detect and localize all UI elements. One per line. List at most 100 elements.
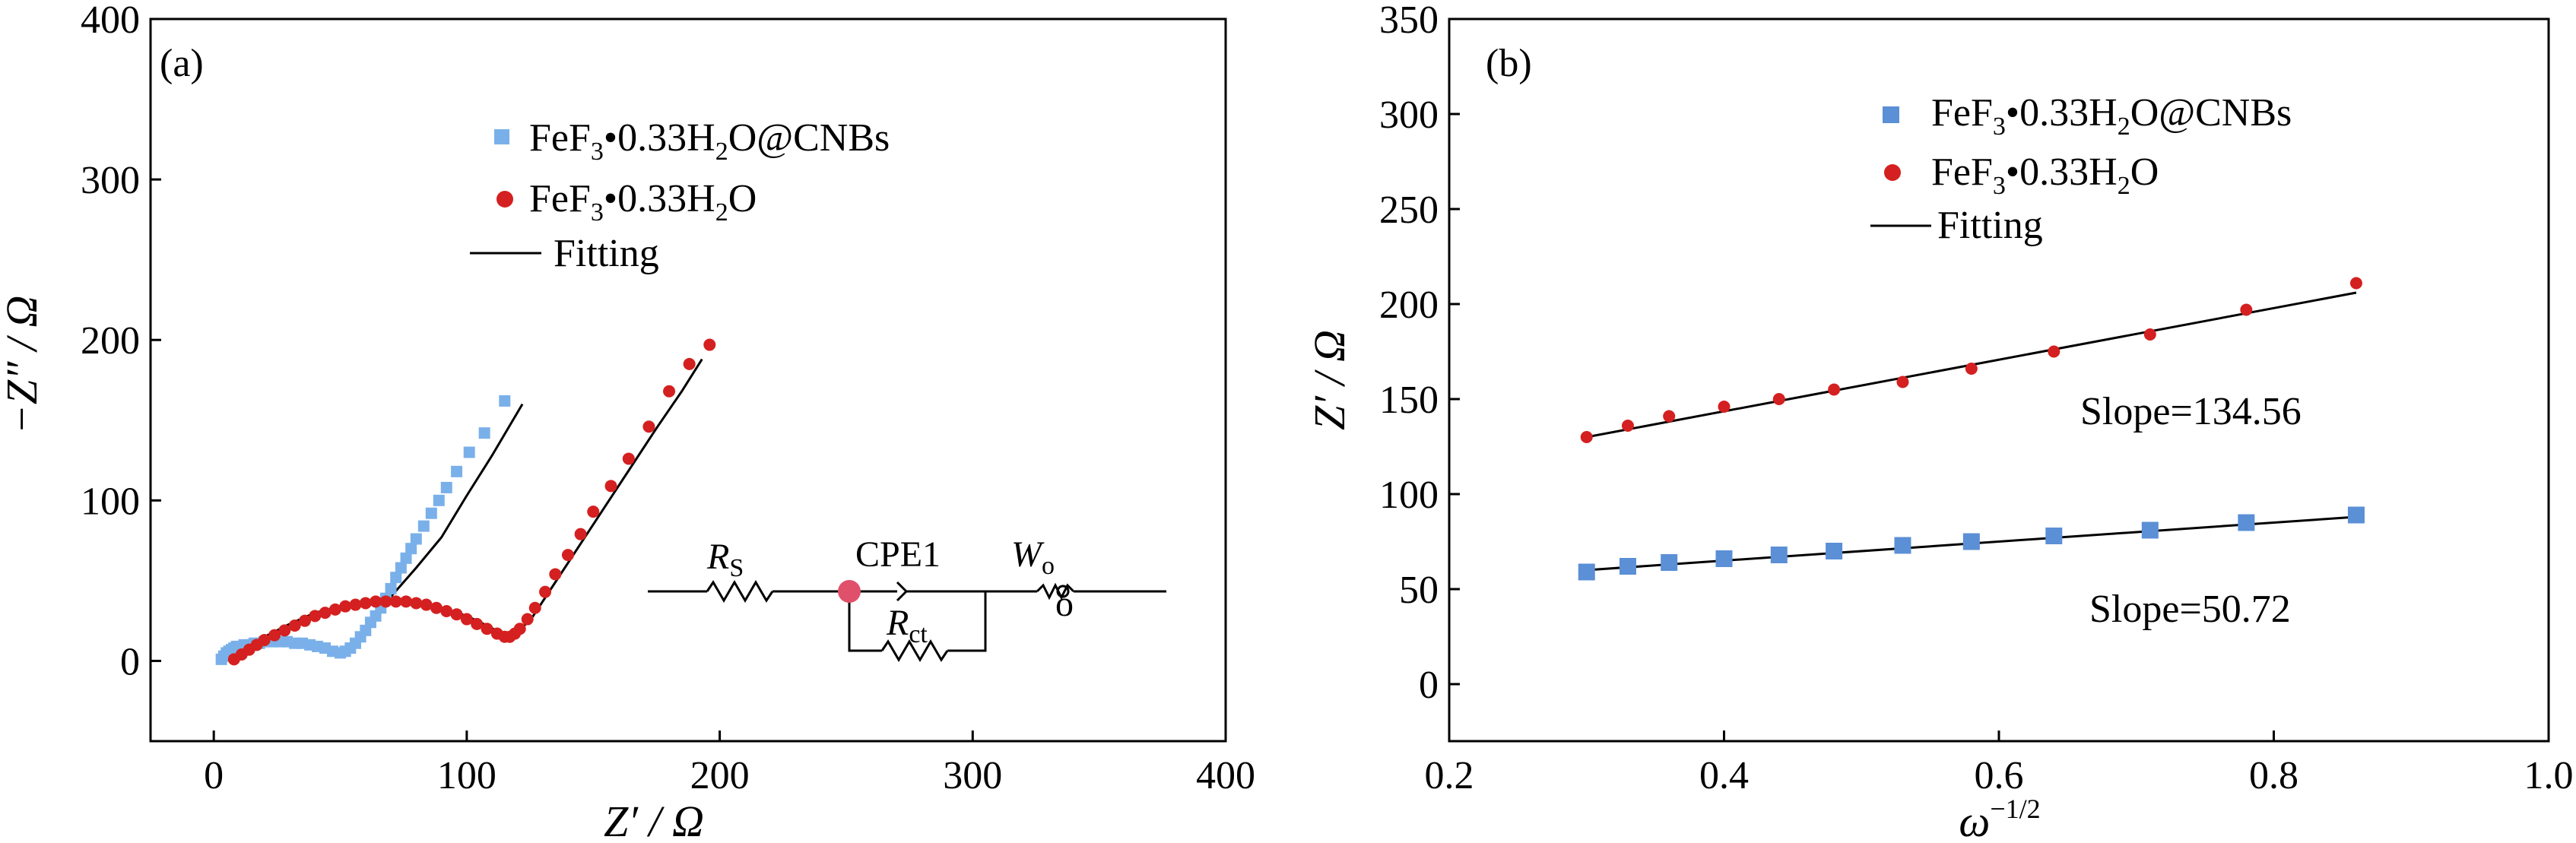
resistor-rs xyxy=(706,580,774,603)
y-tick-label: 250 xyxy=(1379,189,1439,232)
y-tick-label: 100 xyxy=(1379,474,1439,517)
legend-marker-cnbs-b xyxy=(1883,106,1899,123)
data-point-cnbs xyxy=(400,552,412,564)
y-tick-label: 300 xyxy=(81,159,140,202)
x-tick-label: 100 xyxy=(437,754,496,797)
circuit-node xyxy=(838,580,861,603)
data-point-cnbs xyxy=(2347,506,2365,524)
slope-annotation-bottom: Slope=50.72 xyxy=(2089,588,2291,631)
data-point-plain xyxy=(1828,383,1841,396)
y-tick-label: 200 xyxy=(81,319,140,363)
data-point-cnbs xyxy=(410,533,422,545)
data-point-cnbs xyxy=(2141,521,2159,539)
data-point-plain xyxy=(2349,277,2362,290)
y-tick-label: 400 xyxy=(81,0,140,42)
cpe-plate-2 xyxy=(896,590,908,602)
data-point-plain xyxy=(258,634,271,646)
x-tick-label: 0.6 xyxy=(1975,754,2024,797)
y-tick-label: 0 xyxy=(1419,664,1439,707)
data-point-plain xyxy=(268,629,281,642)
data-point-plain xyxy=(2240,303,2253,316)
panel-label-a: (a) xyxy=(160,42,204,85)
data-point-plain xyxy=(1621,420,1634,432)
panel-a: 0 100 200 300 400 0 100 200 300 400 (a) Z′ / Ω −… xyxy=(0,0,1255,843)
legend-label-fit-a: Fitting xyxy=(554,232,659,275)
data-point-cnbs xyxy=(425,507,437,519)
branch-loop xyxy=(848,591,882,652)
x-axis-label-a: Z′ / Ω xyxy=(604,797,704,843)
data-point-plain xyxy=(539,585,552,598)
data-point-plain xyxy=(420,598,433,611)
x-tick-label: 0.2 xyxy=(1425,754,1474,797)
data-point-plain xyxy=(400,595,413,608)
panel-label-b: (b) xyxy=(1486,42,1532,85)
plot-frame-a xyxy=(149,17,1227,743)
data-point-cnbs xyxy=(1715,550,1733,567)
data-point-plain xyxy=(370,595,382,608)
legend-marker-cnbs-a xyxy=(494,129,509,144)
x-ticks-a: 0 100 200 300 400 xyxy=(204,730,1255,797)
data-point-cnbs xyxy=(1578,563,1595,581)
data-marks-a xyxy=(215,338,716,666)
legend-label-cnbs-a: FeF3•0.33H2O@CNBs xyxy=(529,116,890,166)
data-point-plain xyxy=(642,420,655,433)
data-point-plain xyxy=(1718,401,1731,413)
y-axis-label-a: −Z″ / Ω xyxy=(0,296,46,435)
warburg-element xyxy=(1036,582,1075,601)
x-ticks-b: 0.2 0.4 0.6 0.8 1.0 xyxy=(1425,730,2574,797)
data-point-cnbs xyxy=(390,572,402,584)
legend-label-cnbs-b: FeF3•0.33H2O@CNBs xyxy=(1931,91,2292,141)
data-point-plain xyxy=(513,623,526,635)
data-point-plain xyxy=(663,385,676,398)
circuit-label-wo: Wo xyxy=(1011,534,1055,580)
x-tick-label: 0.8 xyxy=(2249,754,2298,797)
data-point-cnbs xyxy=(385,582,397,594)
data-point-plain xyxy=(328,603,341,616)
data-point-plain xyxy=(481,623,493,635)
data-point-cnbs xyxy=(417,520,430,532)
data-point-plain xyxy=(561,549,574,562)
data-point-plain xyxy=(450,608,463,621)
x-tick-label: 400 xyxy=(1196,754,1255,797)
data-point-plain xyxy=(319,607,332,620)
data-point-plain xyxy=(2143,328,2156,341)
data-point-plain xyxy=(521,613,534,626)
circuit-label-rs: RS xyxy=(706,537,744,582)
data-point-plain xyxy=(1772,393,1785,405)
data-point-plain xyxy=(339,600,352,613)
data-point-cnbs xyxy=(463,446,475,458)
data-point-cnbs xyxy=(451,465,463,477)
data-point-plain xyxy=(359,597,372,610)
circuit-diagram xyxy=(648,580,1166,662)
data-point-cnbs xyxy=(405,543,417,555)
data-point-cnbs xyxy=(1619,558,1636,575)
data-point-cnbs xyxy=(1661,554,1678,571)
data-point-plain xyxy=(410,597,423,610)
y-tick-label: 350 xyxy=(1379,0,1439,42)
legend-label-fit-b: Fitting xyxy=(1937,204,2043,247)
data-point-plain xyxy=(309,610,322,623)
y-tick-label: 100 xyxy=(81,480,140,523)
resistor-rct xyxy=(880,639,949,662)
x-tick-label: 200 xyxy=(690,754,750,797)
circuit-label-rct: Rct xyxy=(886,603,928,648)
data-point-plain xyxy=(1896,376,1909,388)
x-tick-label: 300 xyxy=(943,754,1002,797)
circuit-label-cpe: CPE1 xyxy=(855,534,941,575)
panel-b: 0.2 0.4 0.6 0.8 1.0 0 50 100 150 200 250 300 350 (b… xyxy=(1305,0,2574,843)
data-point-plain xyxy=(389,595,402,608)
data-marks-b xyxy=(1578,277,2365,581)
cpe-plate-1 xyxy=(896,581,908,593)
legend-b: FeF3•0.33H2O@CNBs FeF3•0.33H2O Fitting xyxy=(1870,91,2292,247)
data-point-cnbs xyxy=(2238,514,2255,531)
data-point-plain xyxy=(604,480,617,493)
legend-a: FeF3•0.33H2O@CNBs FeF3•0.33H2O Fitting xyxy=(470,116,890,275)
data-point-plain xyxy=(471,617,484,630)
data-point-cnbs xyxy=(478,427,490,439)
y-tick-label: 150 xyxy=(1379,379,1439,422)
x-tick-label: 1.0 xyxy=(2524,754,2574,797)
y-ticks-b: 0 50 100 150 200 250 300 350 xyxy=(1379,0,1460,707)
y-axis-label-b: Z′ / Ω xyxy=(1305,330,1354,430)
data-point-plain xyxy=(549,568,562,581)
data-point-cnbs xyxy=(1962,533,1980,550)
